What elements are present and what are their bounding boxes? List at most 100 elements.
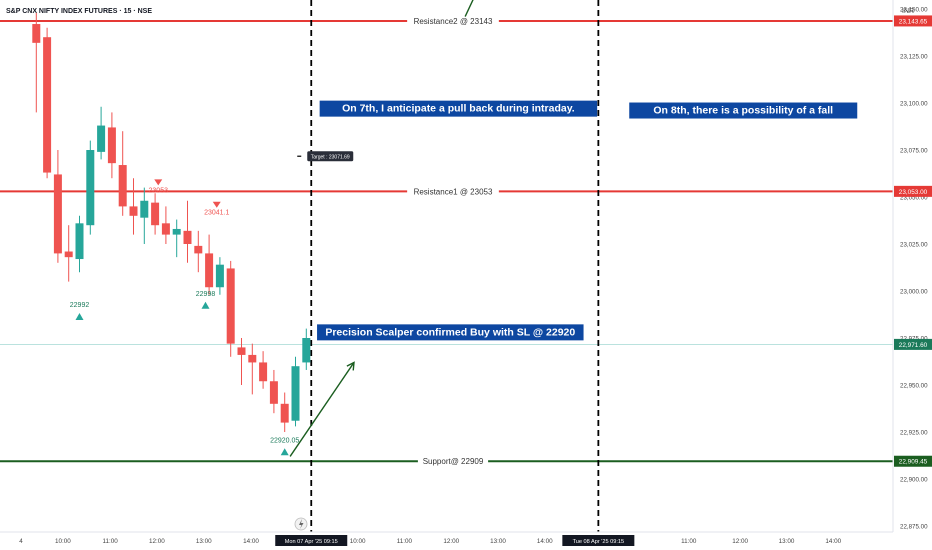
candle-body-20 [215, 264, 224, 288]
candle-17 [183, 200, 192, 263]
x-tick-label-8: 12:00 [443, 538, 459, 545]
y-tick-label-5: 23,000.00 [900, 289, 928, 296]
scalper-arrow-head [346, 361, 355, 371]
candle-body-14 [151, 202, 160, 226]
level-label-bg-resistance2 [407, 15, 499, 26]
target-label-bg-2 [307, 151, 354, 162]
level-label-bg-resistance1 [407, 186, 499, 197]
x-tick-label-5: 14:00 [243, 538, 259, 545]
replay-icon[interactable] [294, 517, 308, 531]
plot-background [0, 0, 893, 532]
candle-body-8 [86, 150, 95, 226]
candle-11 [118, 131, 127, 216]
x-tick-label-12: 11:00 [681, 538, 697, 545]
y-tick-label-8: 23,075.00 [900, 148, 928, 155]
candles [32, 12, 311, 432]
y-tick-label-11: 23,150.00 [900, 7, 928, 14]
candle-body-16 [172, 228, 181, 235]
candle-20 [215, 257, 224, 295]
candle-8 [86, 140, 95, 235]
sell-marker-label-0: 23053 [149, 187, 169, 194]
pullback-box-line-0: On 7th, I anticipate a pull back during … [342, 103, 575, 115]
y-tick-label-0: 22,875.00 [900, 524, 928, 531]
level-axis-tag-resistance2-bg [894, 15, 932, 27]
candle-body-23 [248, 354, 257, 363]
scalper-arrow-shaft [289, 362, 355, 457]
candle-body-18 [194, 245, 203, 254]
y-tick-label-10: 23,125.00 [900, 54, 928, 61]
y-tick-label-1: 22,900.00 [900, 477, 928, 484]
candle-body-5 [53, 174, 62, 254]
candle-14 [151, 193, 160, 235]
price-axis[interactable]: 22,875.00 22,900.00 22,925.00 22,950.00 22,9… [892, 0, 932, 532]
sell-marker-label-1: 23041.1 [204, 210, 229, 217]
level-label-support: Support@ 22909 [423, 457, 484, 466]
candle-18 [194, 230, 203, 273]
candle-22 [237, 338, 246, 385]
time-axis[interactable]: 4 10:00 11:00 12:00 13:00 14:00 10:00 11:00 12:0… [0, 531, 893, 546]
buy-marker-icon-2 [75, 313, 84, 321]
candle-body-27 [291, 366, 300, 421]
candle-10 [107, 112, 116, 179]
buy-marker-icon-3 [201, 301, 210, 309]
current-price-axis-tag-bg [894, 338, 932, 350]
candle-body-24 [259, 362, 268, 382]
candle-body-13 [140, 200, 149, 218]
x-tick-label-3: 12:00 [149, 538, 165, 545]
sell-marker-icon-0 [154, 179, 163, 186]
buy-marker-icon-4 [280, 448, 289, 456]
candle-body-9 [97, 125, 106, 152]
currency-label: INR [902, 8, 914, 15]
scalper-box-bg [317, 324, 584, 341]
candle-12 [129, 178, 138, 235]
candle-24 [259, 351, 268, 389]
candle-body-15 [161, 223, 170, 235]
signal-markers: 23053 23041.1 22992 22998 22920.05 [70, 179, 299, 456]
arrows [289, 0, 474, 457]
buy-marker-label-4: 22920.05 [270, 437, 299, 444]
x-tick-label-9: 13:00 [490, 538, 506, 545]
y-tick-label-2: 22,925.00 [900, 430, 928, 437]
candle-16 [172, 219, 181, 258]
session-label-1: Tue 08 Apr '25 09:15 [573, 539, 625, 545]
level-label-bg-support [417, 456, 489, 467]
candle-body-25 [269, 381, 278, 404]
y-tick-label-7: 23,050.00 [900, 195, 928, 202]
y-tick-label-3: 22,950.00 [900, 383, 928, 390]
session-label-bg-0 [275, 535, 348, 546]
current-price-axis-tag: 22,971.60 [899, 342, 928, 349]
candle-body-12 [129, 206, 138, 216]
candle-body-3 [32, 24, 41, 43]
candle-body-19 [205, 253, 214, 288]
x-tick-label-13: 12:00 [732, 538, 748, 545]
session-separators [310, 0, 600, 532]
candle-body-10 [107, 127, 116, 164]
buy-marker-label-3: 22998 [196, 291, 216, 298]
candle-7 [75, 215, 84, 273]
candle-21 [226, 260, 235, 357]
scalper-box: Precision Scalper confirmed Buy with SL … [317, 324, 584, 341]
level-axis-tag-resistance2: 23,143.65 [899, 18, 928, 25]
candle-body-6 [64, 251, 73, 258]
candle-15 [161, 206, 170, 244]
annotations: Nifty Futures Intraday on 7th & 8th Apri… [317, 100, 858, 341]
candle-body-7 [75, 223, 84, 260]
y-tick-label-9: 23,100.00 [900, 101, 928, 108]
x-tick-label-7: 11:00 [397, 538, 413, 545]
candle-body-4 [43, 37, 52, 173]
candle-body-22 [237, 347, 246, 355]
candle-3 [32, 12, 41, 113]
level-axis-tag-resistance1-bg [894, 185, 932, 197]
level-label-resistance1: Resistance1 @ 23053 [414, 187, 493, 196]
candle-9 [97, 106, 106, 160]
x-tick-label-15: 14:00 [825, 538, 841, 545]
buy-marker-label-2: 22992 [70, 302, 90, 309]
x-tick-label-1: 10:00 [55, 538, 71, 545]
pullback-box-bg [319, 100, 598, 117]
fall-box: On 8th, there is a possibility of a fall [629, 102, 858, 119]
candle-23 [248, 343, 257, 395]
candle-body-21 [226, 268, 235, 344]
candle-25 [269, 369, 278, 414]
candle-5 [53, 150, 62, 263]
